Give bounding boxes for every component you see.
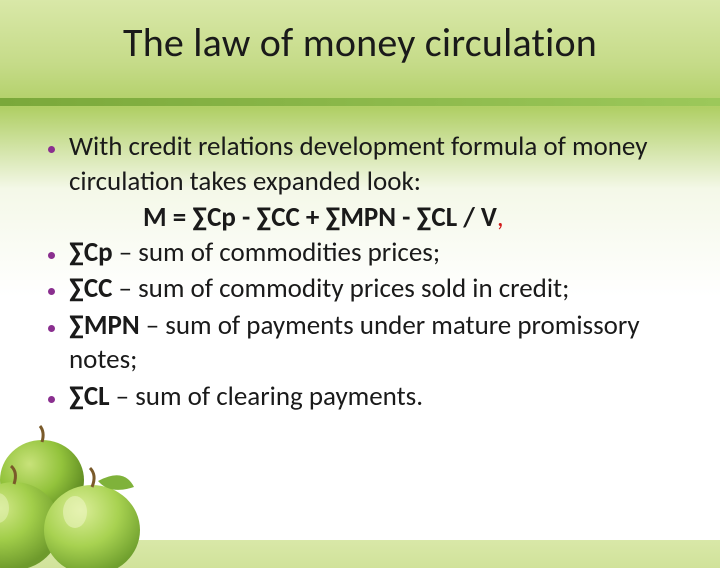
cl-desc: – sum of clearing payments. xyxy=(110,380,423,413)
bullet-dot-icon xyxy=(48,288,55,295)
bullet-mpn-text: ∑MPN – sum of payments under mature prom… xyxy=(69,309,682,378)
bullet-dot-icon xyxy=(48,325,55,332)
slide-title: The law of money circulation xyxy=(0,18,720,67)
bullet-mpn: ∑MPN – sum of payments under mature prom… xyxy=(48,309,682,378)
bullet-cc-text: ∑CC – sum of commodity prices sold in cr… xyxy=(69,272,569,307)
bullet-cp-text: ∑Cp – sum of commodities prices; xyxy=(69,236,440,271)
bullet-cc: ∑CC – sum of commodity prices sold in cr… xyxy=(48,272,682,307)
cc-term: ∑CC xyxy=(69,272,112,305)
bullet-dot-icon xyxy=(48,396,55,403)
bullet-dot-icon xyxy=(48,252,55,259)
cp-desc: – sum of commodities prices; xyxy=(113,236,440,269)
cl-term: ∑CL xyxy=(69,380,110,413)
cc-desc: – sum of commodity prices sold in credit… xyxy=(112,272,569,305)
formula-comma: , xyxy=(497,201,504,234)
formula-line: M = ∑Cp - ∑CC + ∑MPN - ∑CL / V, xyxy=(48,201,682,236)
formula-text: M = ∑Cp - ∑CC + ∑MPN - ∑CL / V xyxy=(143,201,497,234)
title-underline xyxy=(0,98,720,106)
bullet-dot-icon xyxy=(48,146,55,153)
bullet-cl: ∑CL – sum of clearing payments. xyxy=(48,380,682,415)
apples-decoration-icon xyxy=(0,418,170,568)
mpn-term: ∑MPN xyxy=(69,309,140,342)
cp-term: ∑Cp xyxy=(69,236,113,269)
bullet-cl-text: ∑CL – sum of clearing payments. xyxy=(69,380,423,415)
bullet-intro-text: With credit relations development formul… xyxy=(69,130,682,199)
bullet-intro: With credit relations development formul… xyxy=(48,130,682,199)
bullet-cp: ∑Cp – sum of commodities prices; xyxy=(48,236,682,271)
mpn-desc: – sum of payments under mature promissor… xyxy=(69,309,640,377)
content-area: With credit relations development formul… xyxy=(48,130,682,416)
